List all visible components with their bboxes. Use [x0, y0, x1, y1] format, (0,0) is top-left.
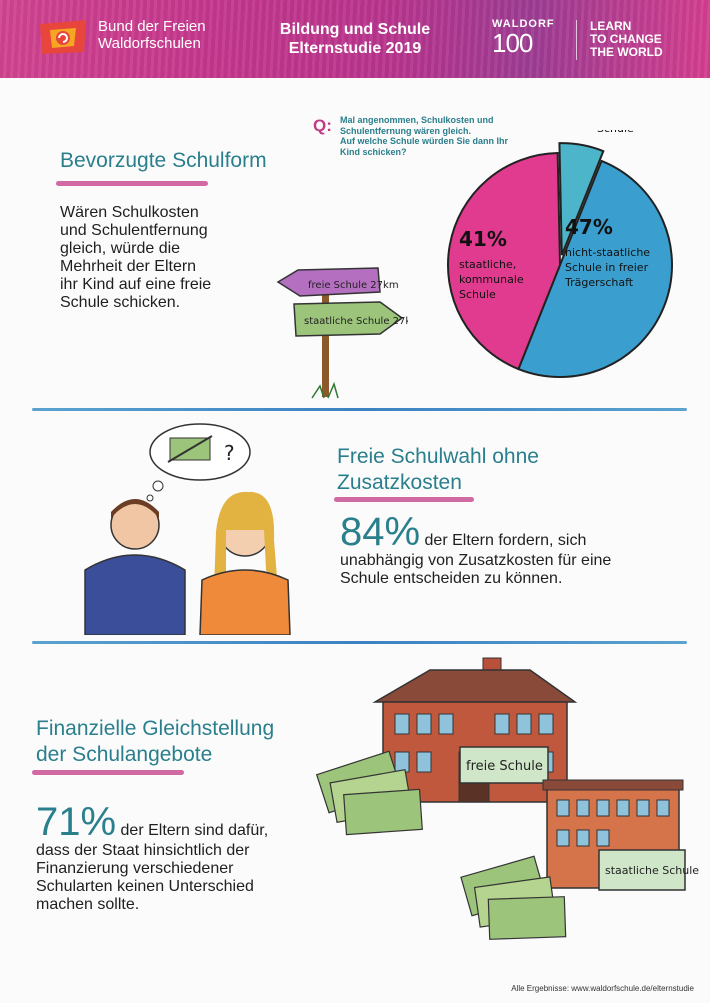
- section1-heading: Bevorzugte Schulform: [60, 149, 267, 172]
- sign-free-text: freie Schule 27km: [308, 280, 399, 291]
- section1-line: ihr Kind auf eine freie: [60, 276, 212, 293]
- section3-heading: Finanzielle Gleichstellung der Schulange…: [36, 716, 274, 768]
- mother-hair: [214, 491, 278, 590]
- thought-question-mark: ?: [224, 441, 235, 465]
- section1-underline: [56, 181, 208, 186]
- section1-body: Wären Schulkosten und Schulentfernung gl…: [60, 204, 211, 312]
- slogan-line2: TO CHANGE: [590, 32, 662, 46]
- title-line2: Elternstudie 2019: [288, 40, 422, 57]
- pie-label-text-state: Schule: [459, 288, 496, 301]
- sign-state-text: staatliche Schule 27km: [304, 316, 408, 327]
- sign-free-school-board: [459, 746, 549, 784]
- father-hair: [111, 499, 159, 518]
- pie-label-text-nonstate: nicht-staatliche: [565, 246, 650, 259]
- section2-heading-line1: Freie Schulwahl ohne: [337, 445, 539, 468]
- pie-label-value-confessional: 6%: [549, 130, 580, 133]
- stat-84: 84%: [340, 510, 421, 554]
- section1-line: Mehrheit der Eltern: [60, 258, 197, 275]
- section-separator: [32, 408, 687, 411]
- brand-name: Bund der Freien Waldorfschulen: [98, 18, 206, 52]
- page-title: Bildung und Schule Elternstudie 2019: [230, 20, 480, 58]
- pie-slice-confessional: [558, 142, 605, 256]
- section1-line: gleich, würde die: [60, 240, 181, 257]
- section3-line: machen sollte.: [36, 896, 140, 913]
- section1-line: Wären Schulkosten: [60, 204, 199, 221]
- section3-line: dass der Staat hinsichtlich der: [36, 842, 250, 859]
- section1-line: Schule schicken.: [60, 294, 181, 311]
- state-school-roof: [542, 779, 684, 791]
- pie-slice-nonstate: [517, 159, 673, 378]
- slogan-line1: LEARN: [590, 19, 632, 33]
- section2-body: 84% der Eltern fordern, sich unabhängig …: [340, 512, 611, 588]
- stat-71: 71%: [36, 800, 117, 844]
- section3-line: Finanzierung verschiedener: [36, 860, 234, 877]
- section2-line: Schule entscheiden zu können.: [340, 570, 563, 587]
- question-line: Kind schicken?: [340, 146, 407, 157]
- free-school-roof: [372, 669, 578, 703]
- schools-money-illustration: freie Schule staatliche Schule: [315, 657, 699, 940]
- header-divider: [576, 20, 577, 60]
- waldorf-word: WALDORF: [492, 18, 555, 30]
- question-line: Mal angenommen, Schulkosten und: [340, 115, 494, 125]
- pie-label-text-nonstate: Trägerschaft: [564, 276, 634, 289]
- question-line: Auf welche Schule würden Sie dann Ihr: [340, 136, 509, 146]
- section3-underline: [32, 770, 184, 775]
- slogan-line3: THE WORLD: [590, 45, 663, 59]
- section2-heading-line2: Zusatzkosten: [337, 471, 462, 494]
- brand-line1: Bund der Freien: [98, 18, 206, 35]
- pie-chart: 47% nicht-staatliche Schule in freier Träge…: [447, 130, 673, 378]
- sign-state-school-text: staatliche Schule: [605, 864, 699, 877]
- father-shirt: [84, 554, 186, 635]
- pie-label-text-state: staatliche,: [459, 258, 516, 271]
- pie-label-text-nonstate: Schule in freier: [565, 261, 649, 274]
- thought-dot: [152, 480, 164, 492]
- section2-text-first: der Eltern fordern, sich: [424, 532, 587, 549]
- bund-logo-icon: [40, 20, 86, 54]
- pie-label-text-confessional: Schule: [597, 130, 634, 135]
- sign-free-board: [276, 267, 381, 297]
- sign-state-school-board: [598, 849, 686, 891]
- thought-dot: [146, 494, 154, 502]
- section3-text-first: der Eltern sind dafür,: [120, 822, 269, 839]
- survey-question: Mal angenommen, Schulkosten und Schulent…: [340, 115, 518, 157]
- title-line1: Bildung und Schule: [279, 21, 431, 38]
- question-line: Schulentfernung wären gleich.: [340, 125, 472, 136]
- section3-heading-line2: der Schulangebote: [36, 743, 213, 766]
- pie-slice-state: [447, 152, 562, 371]
- section3-body: 71% der Eltern sind dafür, dass der Staa…: [36, 802, 268, 914]
- footer-link[interactable]: Alle Ergebnisse: www.waldorfschule.de/el…: [511, 984, 694, 993]
- section2-underline: [334, 497, 474, 502]
- pie-label-value-nonstate: 47%: [565, 215, 613, 239]
- section3-heading-line1: Finanzielle Gleichstellung: [36, 717, 275, 740]
- banknotes-stack-icon: [460, 855, 567, 940]
- strikethrough-icon: [167, 435, 213, 463]
- pie-label-text-state: kommunale: [459, 273, 524, 286]
- waldorf-number: 100: [492, 28, 533, 58]
- section3-line: Schularten keinen Unterschied: [36, 878, 254, 895]
- sign-free-school-text: freie Schule: [466, 759, 543, 774]
- banknotes-stack-icon: [315, 750, 423, 836]
- sign-state-board: [293, 301, 404, 337]
- section-separator: [32, 641, 687, 644]
- slogan: LEARN TO CHANGE THE WORLD: [590, 20, 663, 59]
- question-label: Q:: [313, 116, 332, 135]
- section2-line: unabhängig von Zusatzkosten für eine: [340, 552, 612, 569]
- grass-icon: [311, 381, 339, 399]
- parents-thinking-illustration: ?: [84, 423, 291, 635]
- brand-line2: Waldorfschulen: [98, 35, 201, 52]
- signpost-illustration: freie Schule 27km staatliche Schule 27km: [276, 267, 408, 399]
- waldorf100-logo: WALDORF 100: [492, 18, 555, 59]
- header-banner: Bund der Freien Waldorfschulen Bildung u…: [0, 0, 710, 78]
- mother-shirt: [199, 569, 291, 635]
- header-texture: [0, 0, 710, 78]
- section2-heading: Freie Schulwahl ohne Zusatzkosten: [337, 444, 539, 496]
- pie-label-value-state: 41%: [459, 227, 507, 251]
- section1-line: und Schulentfernung: [60, 222, 208, 239]
